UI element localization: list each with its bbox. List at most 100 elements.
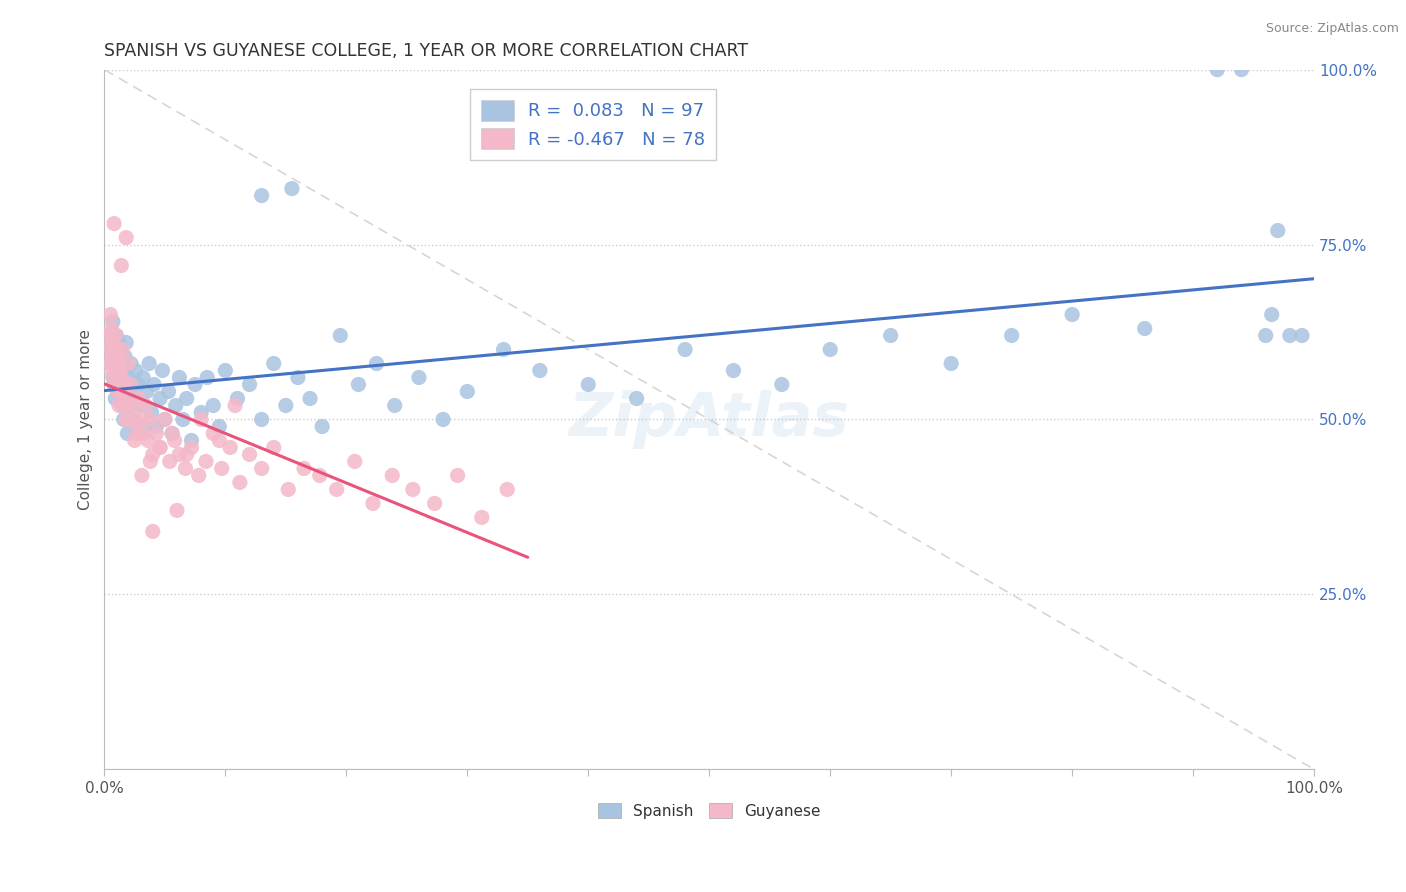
Point xyxy=(381,468,404,483)
Point xyxy=(274,399,297,413)
Point xyxy=(101,350,124,364)
Point xyxy=(423,496,446,510)
Point xyxy=(281,181,304,195)
Point xyxy=(195,454,218,468)
Point xyxy=(1267,223,1289,237)
Point xyxy=(941,357,963,371)
Point xyxy=(496,483,519,497)
Point xyxy=(112,363,135,377)
Point xyxy=(111,343,134,357)
Point xyxy=(174,461,197,475)
Point xyxy=(108,384,131,399)
Point xyxy=(118,412,141,426)
Point xyxy=(818,343,841,357)
Point xyxy=(1062,308,1084,322)
Point xyxy=(576,377,599,392)
Point xyxy=(361,496,384,510)
Point xyxy=(110,259,132,273)
Point xyxy=(105,328,128,343)
Point xyxy=(211,461,233,475)
Point xyxy=(180,434,202,448)
Point xyxy=(124,412,146,426)
Point xyxy=(229,475,252,490)
Point xyxy=(103,343,125,357)
Point xyxy=(108,343,131,357)
Point xyxy=(108,377,131,392)
Point xyxy=(118,399,141,413)
Point xyxy=(134,419,156,434)
Point xyxy=(103,343,125,357)
Point xyxy=(311,419,333,434)
Point xyxy=(132,426,155,441)
Point xyxy=(101,335,124,350)
Point xyxy=(100,308,122,322)
Point xyxy=(250,412,273,426)
Point xyxy=(101,370,124,384)
Point xyxy=(169,447,191,461)
Point xyxy=(160,426,183,441)
Point xyxy=(125,426,148,441)
Point xyxy=(131,468,153,483)
Point xyxy=(160,426,183,441)
Point xyxy=(770,377,793,392)
Point xyxy=(129,399,152,413)
Point xyxy=(121,377,143,392)
Y-axis label: College, 1 year or more: College, 1 year or more xyxy=(79,329,93,510)
Point xyxy=(111,377,134,392)
Point xyxy=(111,384,134,399)
Point xyxy=(250,188,273,202)
Point xyxy=(226,392,249,406)
Point xyxy=(120,377,142,392)
Point xyxy=(108,399,131,413)
Point xyxy=(176,392,198,406)
Point xyxy=(138,357,160,371)
Point xyxy=(202,399,225,413)
Point xyxy=(110,357,132,371)
Point xyxy=(329,328,352,343)
Point xyxy=(149,441,172,455)
Point xyxy=(139,454,162,468)
Point xyxy=(1206,62,1229,77)
Point xyxy=(114,350,136,364)
Point xyxy=(135,384,157,399)
Point xyxy=(238,447,260,461)
Point xyxy=(176,447,198,461)
Point xyxy=(263,357,285,371)
Point xyxy=(101,314,124,328)
Point xyxy=(112,412,135,426)
Point xyxy=(104,377,127,392)
Point xyxy=(142,447,165,461)
Point xyxy=(114,377,136,392)
Point xyxy=(149,392,172,406)
Point xyxy=(110,370,132,384)
Point xyxy=(111,399,134,413)
Point xyxy=(117,392,139,406)
Point xyxy=(98,343,121,357)
Point xyxy=(277,483,299,497)
Point xyxy=(1291,328,1313,343)
Point xyxy=(125,363,148,377)
Point xyxy=(103,217,125,231)
Point xyxy=(142,524,165,539)
Point xyxy=(343,454,366,468)
Point xyxy=(432,412,454,426)
Point xyxy=(141,405,163,419)
Legend: Spanish, Guyanese: Spanish, Guyanese xyxy=(592,797,827,824)
Point xyxy=(117,370,139,384)
Point xyxy=(408,370,430,384)
Point xyxy=(190,405,212,419)
Point xyxy=(1254,328,1277,343)
Point xyxy=(214,363,236,377)
Point xyxy=(103,370,125,384)
Point xyxy=(104,392,127,406)
Point xyxy=(100,321,122,335)
Point xyxy=(471,510,494,524)
Point xyxy=(143,377,166,392)
Point xyxy=(287,370,309,384)
Point xyxy=(190,412,212,426)
Point xyxy=(366,357,388,371)
Point xyxy=(127,377,149,392)
Point xyxy=(187,468,209,483)
Point xyxy=(107,350,129,364)
Point xyxy=(125,426,148,441)
